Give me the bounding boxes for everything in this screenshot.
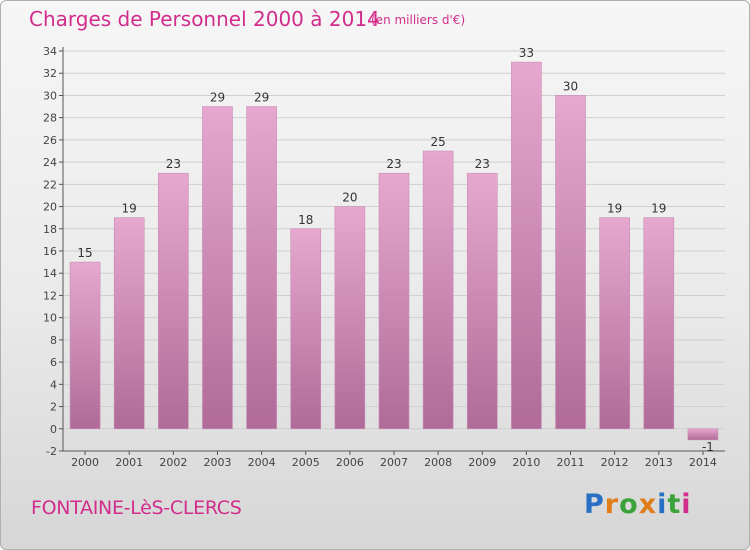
chart-title: Charges de Personnel 2000 à 2014	[29, 7, 380, 31]
logo-letter: t	[667, 489, 682, 520]
x-tick-label: 2004	[248, 456, 276, 469]
x-tick-label: 2001	[115, 456, 143, 469]
chart-subtitle: (en milliers d'€)	[371, 13, 466, 27]
data-label: 25	[430, 135, 445, 149]
y-tick-label: 34	[43, 45, 57, 58]
data-label: 19	[651, 202, 666, 216]
bar-2002	[158, 172, 189, 430]
y-tick-label: 4	[50, 378, 57, 391]
y-tick-label: 8	[50, 334, 57, 347]
x-tick-label: 2014	[689, 456, 717, 469]
x-tick-label: 2005	[292, 456, 320, 469]
y-tick-label: 10	[43, 312, 57, 325]
y-tick-label: 30	[43, 89, 57, 102]
bar-2000	[69, 261, 101, 430]
logo-letter: x	[638, 489, 658, 520]
place-name: FONTAINE-LèS-CLERCS	[31, 497, 242, 519]
logo-letter: r	[604, 489, 620, 520]
y-tick-label: 0	[50, 423, 57, 436]
x-tick-label: 2002	[159, 456, 187, 469]
bar-2003	[202, 106, 233, 430]
logo-letter: P	[584, 489, 605, 520]
logo-letter: i	[681, 489, 692, 520]
y-tick-label: 24	[43, 156, 57, 169]
proxiti-logo: Proxiti	[584, 489, 692, 520]
bar-2006	[334, 206, 366, 430]
y-tick-label: 6	[50, 356, 57, 369]
bar-2013	[643, 217, 675, 430]
x-tick-label: 2003	[203, 456, 231, 469]
bars	[69, 61, 719, 441]
bar-2007	[378, 172, 410, 430]
bar-2011	[555, 95, 586, 430]
y-tick-label: 16	[43, 245, 57, 258]
y-tick-label: 14	[43, 267, 57, 280]
bar-2012	[599, 217, 630, 430]
data-label: 33	[519, 46, 534, 60]
data-label: 30	[563, 79, 578, 93]
y-tick-label: 12	[43, 289, 57, 302]
logo-letter: i	[657, 489, 668, 520]
bar-2005	[290, 228, 322, 430]
bar-2014	[687, 428, 719, 441]
data-label: 23	[475, 157, 490, 171]
x-tick-label: 2011	[557, 456, 585, 469]
x-tick-label: 2009	[468, 456, 496, 469]
x-tick-label: 2007	[380, 456, 408, 469]
y-tick-label: 18	[43, 223, 57, 236]
data-label: 20	[342, 191, 357, 205]
y-tick-label: 28	[43, 112, 57, 125]
bar-2004	[246, 106, 277, 430]
data-label: 23	[166, 157, 181, 171]
data-label: 19	[607, 202, 622, 216]
x-tick-label: 2006	[336, 456, 364, 469]
data-label: 19	[122, 202, 137, 216]
data-label: 29	[210, 91, 225, 105]
y-tick-label: 20	[43, 201, 57, 214]
x-tick-label: 2012	[601, 456, 629, 469]
y-tick-label: 2	[50, 401, 57, 414]
data-label: 29	[254, 91, 269, 105]
y-tick-label: -2	[46, 445, 57, 458]
x-tick-label: 2008	[424, 456, 452, 469]
x-tick-label: 2010	[512, 456, 540, 469]
bar-2001	[113, 217, 145, 430]
bar-2009	[466, 172, 498, 430]
data-label: 15	[77, 246, 92, 260]
data-labels: 15 19 23 29 29 18 20 23 25 23 33 30 19 19 -1	[77, 46, 713, 454]
bar-2008	[422, 150, 454, 430]
bar-2010	[511, 61, 542, 430]
y-tick-label: 32	[43, 67, 57, 80]
data-label: 23	[386, 157, 401, 171]
x-tick-label: 2013	[645, 456, 673, 469]
y-tick-label: 22	[43, 178, 57, 191]
data-label: -1	[702, 440, 714, 454]
data-label: 18	[298, 213, 313, 227]
logo-letter: o	[619, 489, 639, 520]
x-tick-label: 2000	[71, 456, 99, 469]
y-tick-label: 26	[43, 134, 57, 147]
